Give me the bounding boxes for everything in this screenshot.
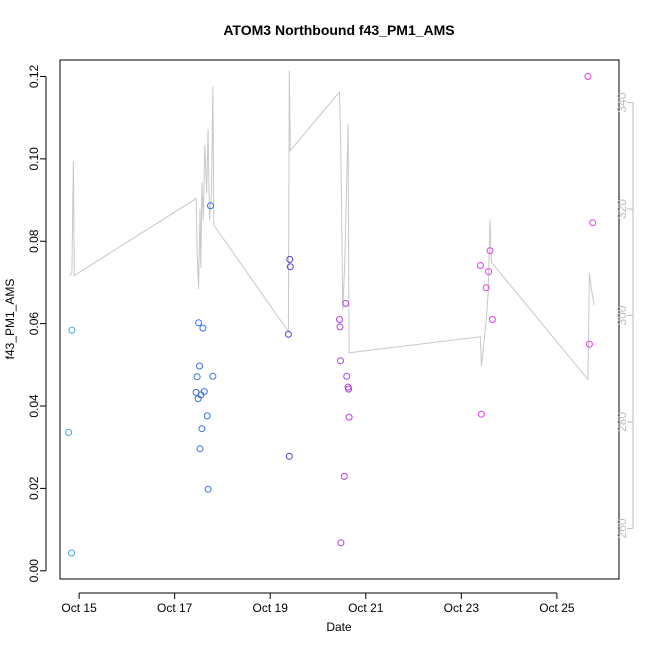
data-point <box>285 452 293 460</box>
y2-tick-label: 260 <box>615 518 629 538</box>
data-point <box>199 324 207 332</box>
data-point <box>342 299 350 307</box>
data-point <box>286 255 294 263</box>
data-point <box>193 373 201 381</box>
x-tick-label: Oct 23 <box>444 601 480 615</box>
data-point <box>345 413 353 421</box>
x-tick-label: Oct 25 <box>539 601 575 615</box>
data-point <box>207 202 214 210</box>
data-point <box>485 268 493 276</box>
data-point <box>196 362 203 370</box>
scatter-points <box>65 73 597 557</box>
data-point <box>336 316 343 323</box>
y-axis-left: 0.00 0.02 0.04 0.06 0.08 0.10 0.12 <box>27 64 47 583</box>
y-tick-label: 0.06 <box>27 312 41 336</box>
data-point <box>68 326 76 334</box>
y-tick-label: 0.00 <box>27 559 41 583</box>
data-point <box>196 445 204 453</box>
y2-tick-label: 280 <box>615 412 629 432</box>
data-point <box>65 428 73 436</box>
data-point <box>340 472 348 480</box>
data-point <box>585 340 593 348</box>
x-axis-label: Date <box>326 620 352 634</box>
y-tick-label: 0.12 <box>27 64 41 88</box>
y2-tick-label: 320 <box>615 199 629 219</box>
data-point <box>284 330 292 338</box>
data-point <box>337 539 345 547</box>
x-tick-label: Oct 21 <box>348 601 384 615</box>
data-point <box>488 316 496 323</box>
data-point <box>198 425 206 433</box>
y-tick-label: 0.02 <box>27 476 41 500</box>
data-point <box>203 412 211 420</box>
data-point <box>486 247 494 255</box>
chart-title: ATOM3 Northbound f43_PM1_AMS <box>223 22 454 38</box>
data-point <box>286 263 294 271</box>
data-point <box>482 284 490 292</box>
y2-tick-label: 300 <box>615 305 629 325</box>
data-point <box>343 372 351 380</box>
y2-tick-label: 340 <box>615 92 629 112</box>
y-tick-label: 0.08 <box>27 229 41 253</box>
x-axis: Oct 15 Oct 17 Oct 19 Oct 21 Oct 23 Oct 25 <box>61 592 575 615</box>
data-point <box>204 485 212 493</box>
y-axis-label: f43_PM1_AMS <box>3 279 17 360</box>
y-axis-right: 260 280 300 320 340 <box>615 92 634 538</box>
x-tick-label: Oct 17 <box>157 601 193 615</box>
x-tick-label: Oct 19 <box>253 601 289 615</box>
data-point <box>200 388 208 396</box>
data-point <box>584 73 592 80</box>
right-axis-line-layer <box>69 70 595 381</box>
series-line <box>69 70 595 381</box>
y-tick-label: 0.04 <box>27 394 41 418</box>
data-point <box>209 372 217 380</box>
data-point <box>195 319 203 327</box>
data-point <box>345 385 353 393</box>
data-point <box>336 323 344 331</box>
data-point <box>589 219 597 227</box>
plot-frame <box>59 59 620 580</box>
data-point <box>477 410 485 418</box>
data-point <box>68 549 75 557</box>
x-tick-label: Oct 15 <box>61 601 97 615</box>
data-point <box>337 357 344 365</box>
y-tick-label: 0.10 <box>27 147 41 171</box>
data-point <box>476 262 484 269</box>
